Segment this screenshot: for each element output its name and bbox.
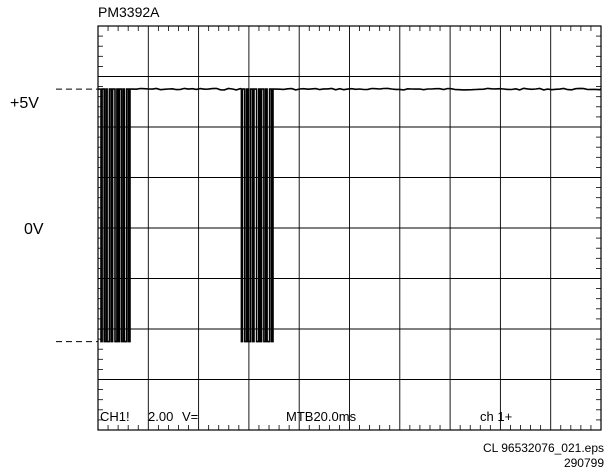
channel-sensitivity-value: 2.00 bbox=[148, 409, 174, 424]
instrument-model-label: PM3392A bbox=[98, 4, 160, 20]
signal-trace bbox=[97, 87, 602, 343]
figure-date-caption: 290799 bbox=[563, 456, 604, 470]
high-level-label: +5V bbox=[10, 95, 39, 112]
level-reference-markers bbox=[56, 88, 98, 343]
channel-label: CH1! bbox=[100, 409, 130, 424]
graticule bbox=[97, 25, 602, 431]
channel-coupling-unit: V= bbox=[182, 409, 199, 424]
trigger-label: ch 1+ bbox=[480, 409, 513, 424]
timebase-label: MTB20.0ms bbox=[286, 409, 357, 424]
figure-file-caption: CL 96532076_021.eps bbox=[483, 441, 604, 455]
low-level-label: 0V bbox=[24, 221, 44, 238]
